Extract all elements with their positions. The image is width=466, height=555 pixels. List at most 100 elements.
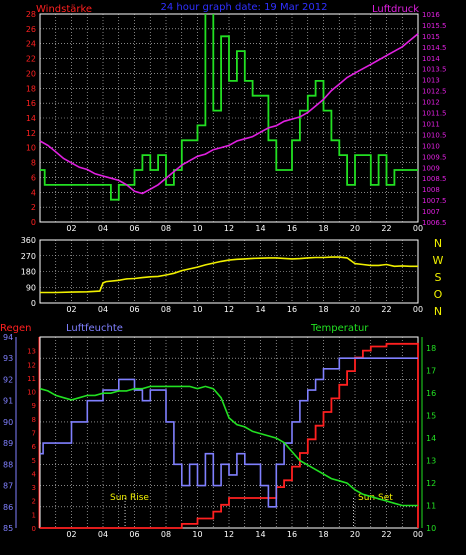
pressure-y-tick: 1015.5 [422,22,447,30]
temperature-y-tick: 18 [426,344,436,353]
pressure-y-tick: 1010.5 [422,131,447,139]
pressure-y-tick: 1010 [422,142,440,150]
wind-y-tick: 6 [31,173,36,182]
bottom-x-tick: 20 [350,530,360,539]
temperature-y-tick: 16 [426,389,436,398]
bottom-x-tick: 04 [98,530,108,539]
wind-x-tick: 14 [255,224,265,233]
compass-tick: S [435,271,442,284]
pressure-y-tick: 1012.5 [422,88,447,96]
humidity-y-tick: 86 [3,503,13,512]
humidity-y-tick: 90 [3,418,13,427]
direction-x-tick: 22 [381,305,391,314]
rain-y-tick: 1 [32,511,36,519]
pressure-y-tick: 1012 [422,99,440,107]
bottom-x-tick: 06 [129,530,139,539]
humidity-y-tick: 88 [3,460,13,469]
wind-x-tick: 04 [98,224,108,233]
wind-speed-line [40,14,418,201]
pressure-y-tick: 1007.5 [422,197,447,205]
wind-speed-title: Windstärke [36,4,92,15]
pressure-y-tick: 1008.5 [422,175,447,183]
humidity-y-tick: 91 [3,397,13,406]
sunrise-label: Sun Rise [110,493,149,503]
rain-y-tick: 2 [32,498,36,506]
bottom-x-tick: 10 [192,530,202,539]
pressure-line [39,33,419,195]
wind-y-tick: 28 [26,10,36,19]
rain-y-tick: 3 [32,484,36,492]
rain-title: Regen [0,323,32,334]
rain-y-tick: 11 [27,375,36,383]
wind-y-tick: 24 [26,40,36,49]
direction-y-tick: 270 [21,252,36,261]
temperature-y-tick: 10 [426,524,436,533]
graph-date-title: 24 hour graph date: 19 Mar 2012 [161,2,328,13]
pressure-y-tick: 1014.5 [422,44,447,52]
direction-x-tick: 08 [161,305,171,314]
wind-y-tick: 22 [26,55,36,64]
direction-x-tick: 14 [255,305,265,314]
bottom-x-tick: 14 [255,530,265,539]
humidity-y-tick: 87 [3,482,13,491]
direction-x-tick: 10 [192,305,202,314]
wind-x-tick: 00 [413,224,423,233]
direction-x-tick: 04 [98,305,108,314]
bottom-x-tick: 16 [287,530,297,539]
rain-y-tick: 8 [32,416,36,424]
pressure-y-tick: 1011 [422,120,440,128]
pressure-y-tick: 1014 [422,55,440,63]
wind-x-tick: 02 [66,224,76,233]
compass-tick: N [434,305,442,318]
direction-x-tick: 18 [318,305,328,314]
rain-y-tick: 7 [32,430,36,438]
pressure-title: Luftdruck [372,4,419,15]
humidity-title: Luftfeuchte [66,323,123,334]
rain-y-tick: 0 [32,525,36,533]
wind-x-tick: 12 [224,224,234,233]
direction-x-tick: 20 [350,305,360,314]
temperature-y-tick: 15 [426,412,436,421]
compass-tick: N [434,237,442,250]
bottom-x-tick: 02 [66,530,76,539]
wind-y-tick: 26 [26,25,36,34]
pressure-y-tick: 1011.5 [422,110,447,118]
humidity-y-tick: 93 [3,354,13,363]
wind-y-tick: 4 [31,188,36,197]
direction-y-tick: 0 [31,299,36,308]
wind-x-tick: 08 [161,224,171,233]
pressure-y-tick: 1013.5 [422,66,447,74]
wind-x-tick: 16 [287,224,297,233]
temperature-y-tick: 13 [426,457,436,466]
rain-y-tick: 10 [27,389,36,397]
wind-y-tick: 16 [26,99,36,108]
bottom-x-tick: 12 [224,530,234,539]
wind-x-tick: 06 [129,224,139,233]
bottom-x-tick: 08 [161,530,171,539]
pressure-y-tick: 1013 [422,77,440,85]
temperature-line [39,385,418,507]
wind-y-tick: 20 [26,69,36,78]
rain-y-tick: 12 [27,361,36,369]
wind-x-tick: 20 [350,224,360,233]
wind-x-tick: 10 [192,224,202,233]
pressure-y-tick: 1008 [422,186,440,194]
temperature-y-tick: 17 [426,367,436,376]
bottom-x-tick: 00 [413,530,423,539]
compass-tick: O [434,288,443,301]
rain-y-tick: 4 [32,470,37,478]
wind-y-tick: 14 [26,114,36,123]
humidity-line [40,357,418,508]
humidity-y-tick: 94 [3,333,13,342]
wind-y-tick: 12 [26,129,36,138]
wind-direction-line [40,256,418,294]
rain-y-tick: 9 [32,402,36,410]
bottom-x-tick: 18 [318,530,328,539]
humidity-y-tick: 92 [3,375,13,384]
temperature-y-tick: 11 [426,502,436,511]
direction-x-tick: 06 [129,305,139,314]
direction-x-tick: 02 [66,305,76,314]
direction-y-tick: 90 [26,283,36,292]
wind-y-tick: 18 [26,84,36,93]
